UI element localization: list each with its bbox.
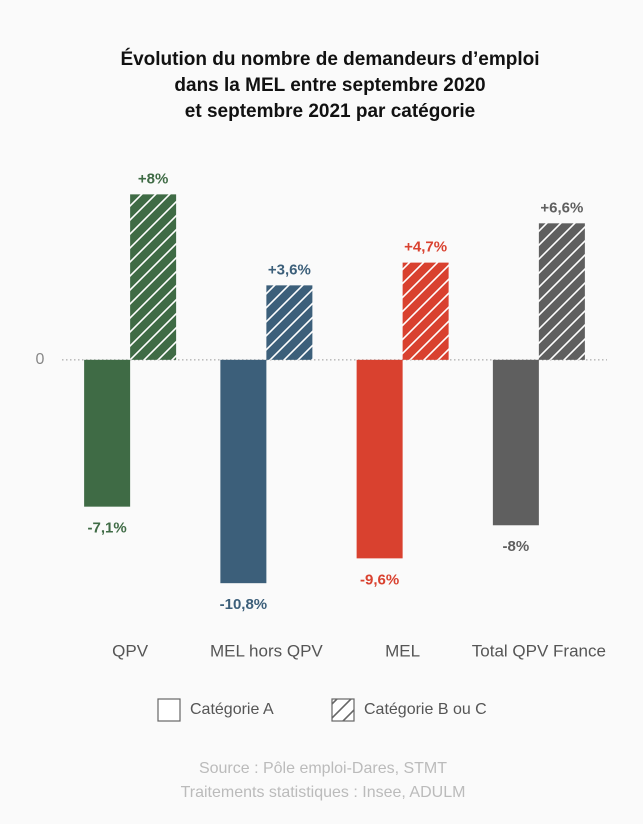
value-label: -7,1% bbox=[88, 520, 127, 537]
value-label: -9,6% bbox=[360, 571, 399, 588]
y-tick-label: 0 bbox=[36, 351, 45, 368]
legend-label: Catégorie B ou C bbox=[364, 701, 487, 718]
x-tick-label: Total QPV France bbox=[472, 641, 606, 660]
bar bbox=[84, 359, 131, 507]
legend-swatch bbox=[157, 698, 181, 722]
chart-title: dans la MEL entre septembre 2020 bbox=[174, 75, 485, 96]
bar bbox=[130, 194, 177, 360]
x-tick-label: MEL bbox=[385, 641, 420, 660]
bar bbox=[356, 359, 403, 559]
chart-title: et septembre 2021 par catégorie bbox=[185, 101, 475, 122]
source: Traitements statistiques : Insee, ADULM bbox=[181, 784, 466, 801]
value-label: +6,6% bbox=[540, 199, 583, 216]
x-tick-label: QPV bbox=[112, 641, 149, 660]
value-label: +8% bbox=[138, 170, 168, 187]
bar bbox=[266, 285, 313, 360]
bar bbox=[492, 359, 539, 526]
x-tick-label: MEL hors QPV bbox=[210, 641, 323, 660]
bar bbox=[220, 359, 267, 584]
legend-label: Catégorie A bbox=[190, 701, 274, 718]
value-label: +3,6% bbox=[268, 261, 311, 278]
legend-swatch bbox=[331, 698, 355, 722]
chart-title: Évolution du nombre de demandeurs d’empl… bbox=[120, 48, 539, 70]
value-label: -10,8% bbox=[220, 596, 268, 613]
bar bbox=[402, 262, 449, 360]
source: Source : Pôle emploi-Dares, STMT bbox=[199, 760, 447, 777]
value-label: +4,7% bbox=[404, 239, 447, 256]
value-label: -8% bbox=[503, 538, 530, 555]
bar bbox=[538, 223, 585, 360]
